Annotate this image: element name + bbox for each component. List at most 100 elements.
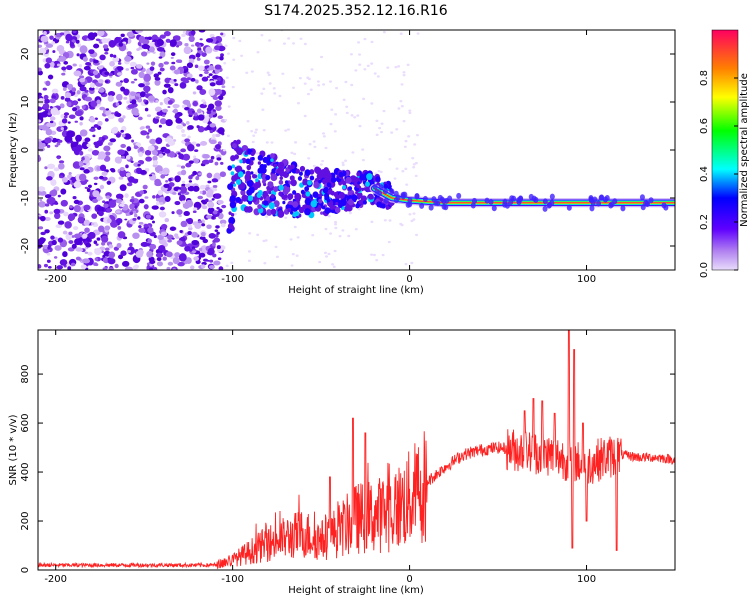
- noise-speckle: [167, 105, 171, 109]
- faint-speckle: [386, 66, 390, 69]
- noise-speckle: [114, 156, 122, 164]
- noise-speckle: [110, 169, 116, 173]
- signal-blob: [334, 206, 341, 214]
- noise-speckle: [48, 196, 56, 204]
- noise-speckle: [207, 180, 212, 184]
- noise-speckle: [64, 135, 73, 143]
- signal-blob: [251, 173, 257, 179]
- noise-speckle: [219, 55, 224, 61]
- noise-speckle: [108, 251, 116, 259]
- noise-speckle: [159, 206, 165, 211]
- noise-speckle: [39, 198, 43, 202]
- noise-speckle: [65, 233, 72, 241]
- noise-speckle: [120, 143, 127, 148]
- noise-speckle: [84, 137, 91, 142]
- noise-speckle: [199, 190, 203, 194]
- noise-speckle: [39, 47, 47, 55]
- faint-speckle: [366, 64, 370, 68]
- noise-speckle: [130, 66, 135, 70]
- faint-speckle: [358, 124, 362, 128]
- ridge-blob: [374, 188, 380, 195]
- noise-speckle: [137, 216, 141, 220]
- colorbar-tick-label: 0.0: [699, 262, 710, 278]
- signal-blob: [281, 194, 286, 200]
- faint-speckle: [402, 73, 406, 77]
- noise-speckle: [96, 99, 101, 104]
- noise-speckle: [93, 43, 100, 49]
- noise-speckle: [170, 56, 174, 59]
- noise-speckle: [109, 138, 117, 143]
- noise-speckle: [181, 183, 186, 187]
- faint-speckle: [357, 207, 361, 211]
- faint-speckle: [296, 102, 300, 105]
- signal-blob: [235, 179, 242, 185]
- faint-speckle: [224, 44, 228, 47]
- noise-speckle: [147, 36, 153, 41]
- noise-speckle: [190, 30, 196, 36]
- spectrogram-pixels: [38, 30, 675, 270]
- noise-speckle: [43, 31, 47, 35]
- noise-speckle: [185, 199, 194, 208]
- noise-speckle: [152, 160, 159, 166]
- noise-speckle: [220, 53, 224, 57]
- noise-speckle: [70, 176, 77, 181]
- noise-speckle: [115, 210, 121, 214]
- noise-speckle: [79, 116, 84, 121]
- noise-speckle: [44, 137, 52, 144]
- noise-speckle: [167, 239, 172, 243]
- noise-speckle: [199, 89, 207, 95]
- signal-blob: [315, 167, 322, 175]
- faint-speckle: [293, 152, 297, 156]
- signal-blob: [287, 164, 292, 169]
- faint-speckle: [331, 263, 335, 266]
- noise-speckle: [207, 188, 214, 196]
- faint-speckle: [410, 261, 414, 265]
- noise-speckle: [78, 160, 84, 166]
- noise-speckle: [181, 133, 186, 138]
- noise-speckle: [176, 45, 180, 48]
- signal-blob: [307, 180, 312, 186]
- noise-speckle: [126, 146, 132, 152]
- noise-speckle: [208, 103, 215, 110]
- signal-blob: [250, 171, 254, 175]
- noise-speckle: [220, 223, 226, 228]
- noise-speckle: [59, 259, 68, 266]
- noise-speckle: [160, 174, 166, 179]
- noise-speckle: [168, 151, 176, 158]
- noise-speckle: [216, 157, 222, 161]
- noise-speckle: [169, 39, 177, 47]
- noise-speckle: [139, 146, 144, 152]
- noise-speckle: [156, 46, 165, 52]
- noise-speckle: [219, 219, 227, 225]
- faint-speckle: [319, 163, 323, 166]
- noise-speckle: [204, 65, 209, 69]
- ridge-blob: [378, 184, 384, 191]
- noise-speckle: [198, 30, 206, 33]
- faint-speckle: [414, 174, 418, 178]
- colorbar-label: Normalized spectral amplitude: [739, 73, 750, 227]
- noise-speckle: [75, 134, 82, 142]
- noise-speckle: [38, 186, 46, 192]
- noise-speckle: [192, 100, 198, 107]
- noise-speckle: [66, 101, 72, 107]
- faint-speckle: [344, 159, 348, 162]
- noise-speckle: [220, 32, 224, 36]
- noise-speckle: [153, 145, 159, 150]
- ridge-blob: [491, 205, 497, 212]
- faint-speckle: [313, 145, 317, 149]
- noise-speckle: [82, 233, 88, 239]
- noise-speckle: [55, 110, 61, 115]
- noise-speckle: [152, 195, 156, 199]
- noise-speckle: [124, 55, 132, 62]
- noise-speckle: [62, 251, 68, 258]
- faint-speckle: [379, 130, 383, 134]
- noise-speckle: [38, 119, 42, 123]
- faint-speckle: [303, 114, 307, 118]
- noise-speckle: [176, 164, 182, 168]
- faint-speckle: [370, 62, 374, 65]
- noise-speckle: [181, 200, 186, 204]
- faint-speckle: [308, 142, 312, 146]
- snr-y-tick-label: 600: [20, 414, 31, 433]
- noise-speckle: [177, 189, 181, 192]
- noise-speckle: [133, 112, 140, 116]
